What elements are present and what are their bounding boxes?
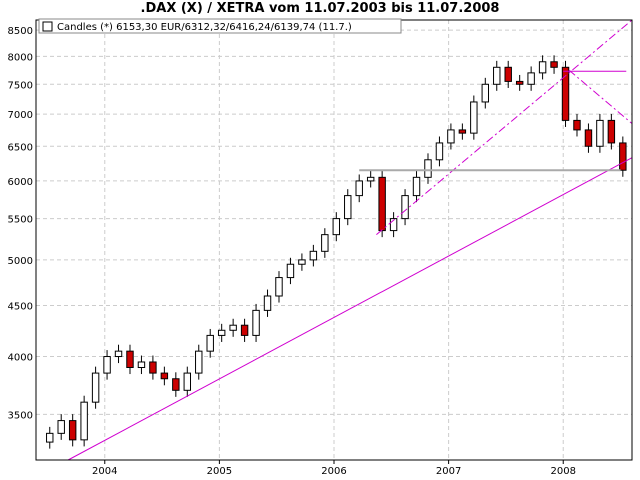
candle-down [240, 324, 249, 336]
candle-down [584, 129, 593, 147]
candle-up [447, 129, 455, 144]
candle-up [114, 350, 123, 358]
candle-down [573, 119, 581, 131]
legend-label: Candles (*) 6153,30 EUR/6312,32/6416,24/… [57, 22, 352, 33]
chart-title: .DAX (X) / XETRA vom 11.07.2003 bis 11.0… [140, 1, 500, 16]
y-tick-label: 3500 [8, 410, 33, 421]
legend-swatch [42, 21, 53, 32]
candle-up [332, 218, 341, 236]
candle-up [527, 72, 535, 85]
candle-up [252, 309, 260, 336]
candle-up [424, 159, 432, 178]
candle-up [493, 66, 501, 85]
x-tick-label: 2008 [551, 466, 576, 477]
candle-up [435, 142, 444, 161]
candle-up [389, 218, 398, 232]
candle-down [607, 119, 616, 144]
candle-up [286, 263, 295, 279]
candle-down [561, 66, 570, 121]
y-tick-label: 5500 [8, 215, 33, 226]
y-tick-label: 8500 [8, 26, 33, 37]
y-tick-label: 6000 [8, 177, 33, 188]
candle-up [470, 101, 478, 134]
candle-up [206, 334, 214, 352]
candle-up [80, 401, 88, 441]
candle-down [126, 350, 134, 369]
candle-up [298, 259, 306, 265]
candle-down [515, 80, 524, 85]
trendlines [67, 19, 633, 461]
x-tick-label: 2006 [321, 466, 346, 477]
candle-down [619, 142, 627, 171]
candle-up [275, 277, 283, 297]
x-tick-label: 2005 [207, 466, 232, 477]
y-tick-label: 4000 [8, 353, 33, 364]
y-tick-label: 4500 [8, 302, 33, 313]
trendline [568, 69, 633, 124]
candle-up [321, 234, 329, 252]
candle-up [366, 176, 375, 182]
candle-up [229, 324, 237, 331]
candle-down [160, 372, 169, 380]
candle-down [378, 176, 386, 232]
axes: 3500 4000 4500 5000 5500 6000 6500 7000 7500 8000… [8, 19, 633, 477]
candle-up [344, 195, 352, 220]
candle-up [103, 356, 111, 374]
candle-up [217, 329, 226, 336]
candle-down [68, 420, 77, 441]
candles [46, 55, 627, 449]
grid [36, 20, 632, 460]
candle-up [183, 372, 192, 391]
candle-up [263, 295, 272, 311]
y-tick-label: 6500 [8, 142, 33, 153]
trendline [67, 157, 633, 461]
legend: Candles (*) 6153,30 EUR/6312,32/6416,24/… [38, 18, 402, 34]
candle-up [538, 61, 547, 74]
candle-up [412, 176, 421, 197]
y-tick-label: 5000 [8, 256, 33, 267]
x-tick-label: 2004 [92, 466, 117, 477]
y-tick-label: 7000 [8, 110, 33, 121]
candle-up [137, 361, 146, 369]
y-tick-label: 8000 [8, 52, 33, 63]
candle-up [401, 195, 409, 220]
candle-down [172, 378, 180, 391]
candle-up [309, 250, 318, 261]
candle-up [596, 119, 604, 147]
y-tick-label: 7500 [8, 80, 33, 91]
candle-down [458, 129, 467, 134]
candle-down [149, 361, 157, 374]
candle-down [504, 66, 512, 82]
candle-up [91, 372, 100, 403]
candle-up [481, 83, 490, 103]
x-tick-label: 2007 [436, 466, 461, 477]
candle-up [46, 432, 54, 443]
candle-down [550, 61, 558, 68]
trendline [376, 19, 633, 236]
candle-up [195, 350, 203, 374]
candle-up [57, 420, 65, 434]
candle-up [355, 180, 363, 197]
